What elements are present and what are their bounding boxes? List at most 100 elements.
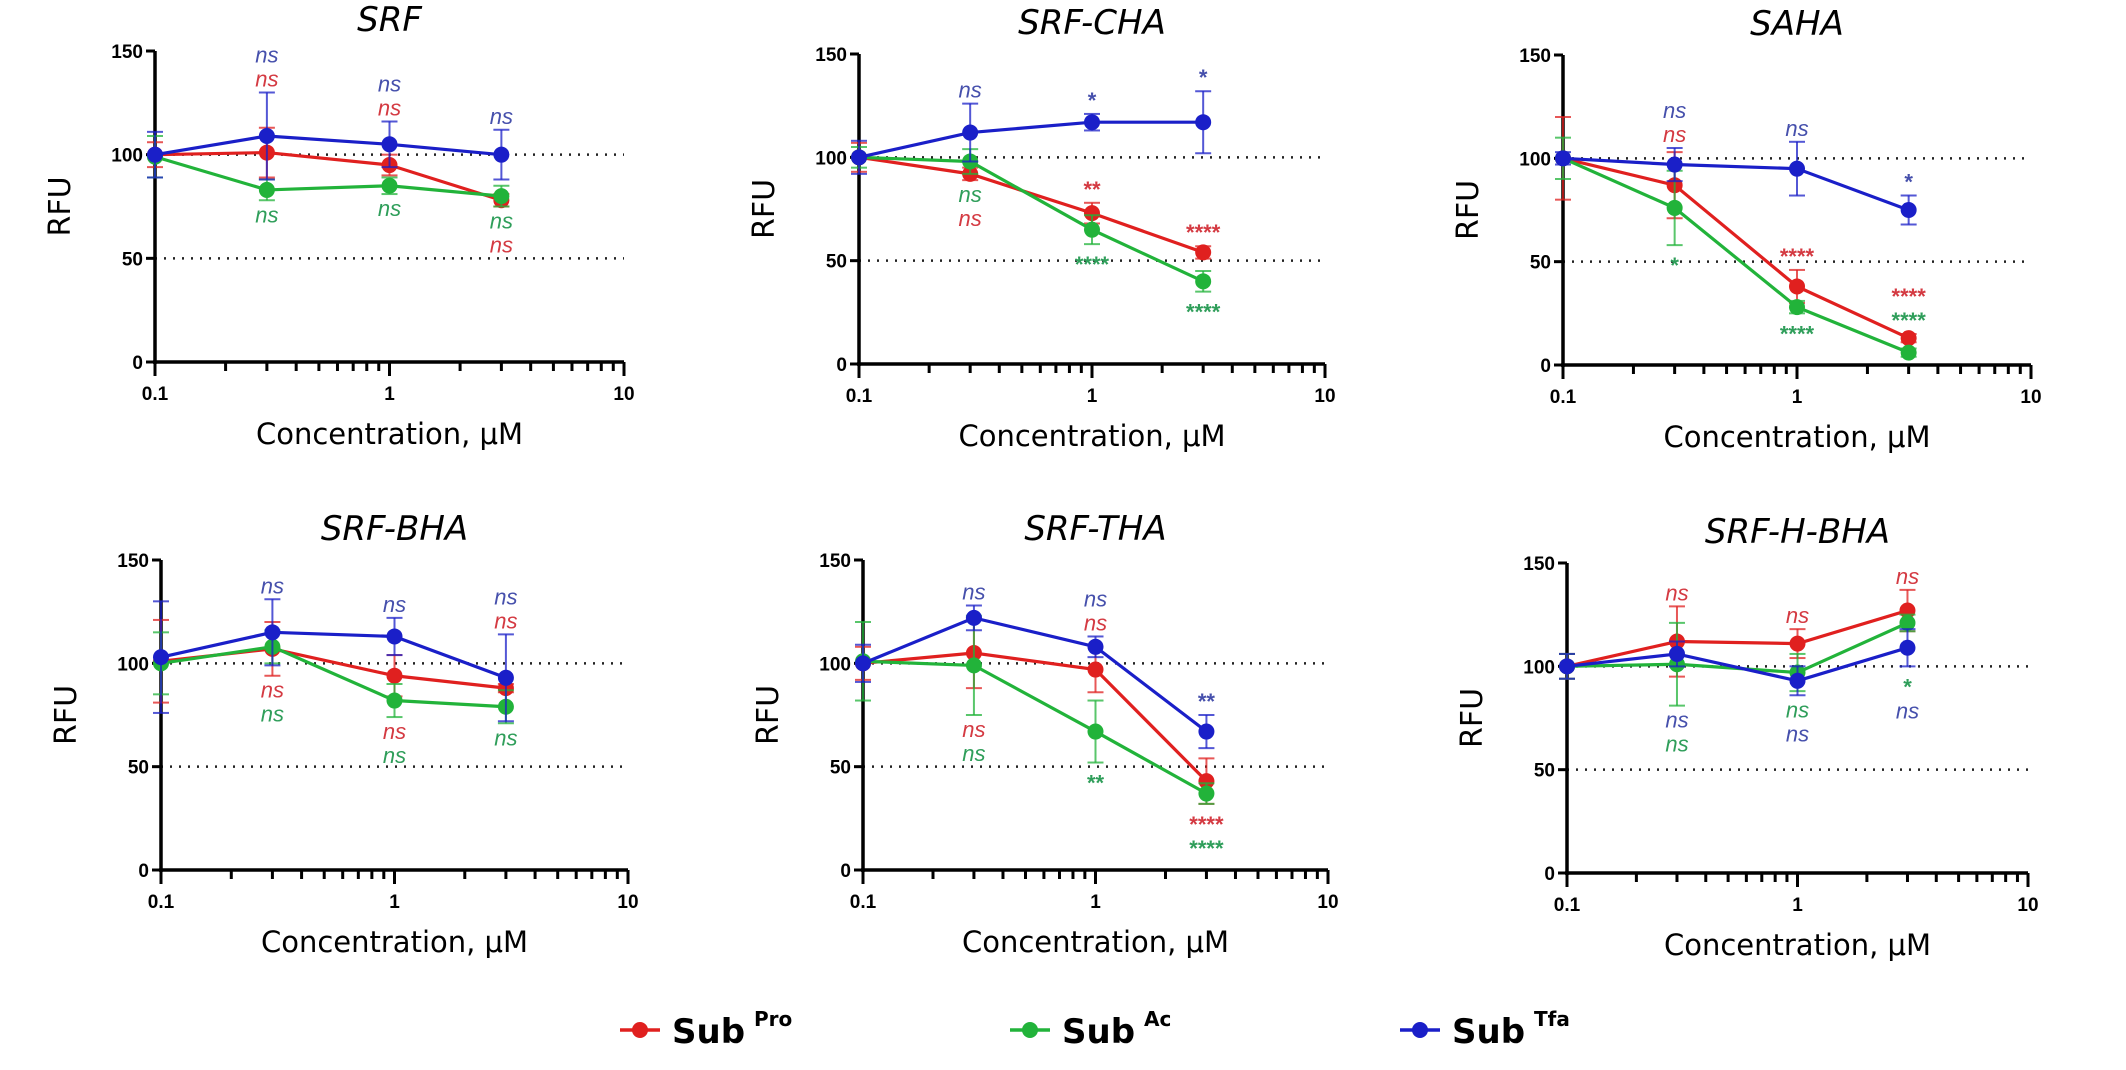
significance-label: ** (1083, 177, 1101, 202)
y-axis-label: RFU (1455, 688, 1490, 748)
data-point (386, 692, 403, 709)
significance-label: **** (1892, 284, 1927, 309)
significance-label: **** (1186, 220, 1221, 245)
data-point (1789, 160, 1805, 177)
significance-label: **** (1189, 836, 1224, 861)
y-tick-label: 0 (1544, 864, 1555, 885)
y-tick-label: 150 (1523, 554, 1555, 575)
significance-label: ns (962, 717, 985, 742)
significance-label: * (1199, 65, 1208, 90)
significance-label: ** (1087, 771, 1105, 796)
x-axis-label: Concentration, μM (962, 925, 1229, 959)
significance-label: ns (255, 42, 278, 67)
y-tick-label: 150 (111, 42, 143, 63)
x-tick-label: 10 (2020, 387, 2041, 408)
x-tick-label: 10 (1317, 892, 1338, 913)
data-point (965, 609, 982, 626)
x-tick-label: 0.1 (850, 892, 877, 913)
chart-title: SRF-H-BHA (1705, 512, 1890, 552)
x-tick-label: 10 (2017, 895, 2038, 916)
series-line (1566, 609, 1908, 668)
data-point (1668, 645, 1685, 662)
significance-label: ns (959, 78, 982, 103)
significance-label: ns (959, 206, 982, 231)
chart-panel-saha: SAHA 0 50 100 150 0.1 1 10 Concentration, μM RFU n… (1451, 4, 2042, 454)
y-tick-label: 50 (830, 758, 851, 779)
y-tick-label: 50 (128, 758, 149, 779)
data-point (1900, 344, 1917, 361)
data-point (264, 624, 281, 641)
significance-label: * (1088, 88, 1097, 113)
data-point (1900, 202, 1917, 218)
y-axis-label: RFU (747, 179, 782, 239)
data-point (1666, 156, 1683, 173)
significance-label: ns (261, 678, 284, 703)
x-tick-label: 1 (1792, 387, 1803, 408)
y-tick-label: 0 (132, 353, 143, 374)
significance-label: ns (1786, 603, 1809, 628)
chart-panel-srf-cha: SRF-CHA 0 50 100 150 0.1 1 10 Concentration, μM R… (747, 3, 1336, 453)
significance-label: **** (1892, 308, 1927, 333)
legend-marker-icon (632, 1022, 648, 1038)
significance-label: ns (383, 719, 406, 744)
y-tick-label: 100 (815, 148, 847, 169)
data-point (1899, 639, 1916, 656)
significance-label: * (1904, 170, 1913, 195)
x-tick-label: 1 (389, 892, 400, 913)
significance-label: ns (1896, 698, 1919, 723)
significance-label: ns (490, 233, 513, 258)
chart-panel-srf-tha: SRF-THA 0 50 100 150 0.1 1 10 Concentration, μM R… (751, 509, 1339, 959)
data-point (851, 149, 867, 166)
data-point (1084, 205, 1100, 222)
significance-label: ns (255, 66, 278, 91)
significance-label: **** (1189, 812, 1224, 837)
data-point (1559, 658, 1575, 675)
data-point (1899, 614, 1916, 631)
data-point (1555, 150, 1571, 167)
chart-panel-srf: SRF 0 50 100 150 0.1 1 10 Concentration, μM RFU ns… (43, 0, 635, 451)
y-tick-label: 150 (117, 551, 149, 572)
series-line (1566, 646, 1908, 683)
y-tick-label: 100 (1519, 149, 1551, 170)
x-tick-label: 0.1 (142, 384, 169, 405)
data-point (1198, 785, 1215, 802)
legend-marker-icon (1412, 1022, 1428, 1038)
data-point (965, 657, 982, 674)
data-point (147, 146, 163, 163)
data-point (1195, 273, 1212, 290)
data-point (258, 181, 275, 198)
significance-label: ns (255, 202, 278, 227)
x-tick-label: 10 (613, 384, 634, 405)
y-tick-label: 150 (815, 45, 847, 66)
significance-label: ns (383, 743, 406, 768)
chart-title: SRF-CHA (1018, 3, 1166, 43)
chart-title: SAHA (1750, 4, 1844, 44)
data-point (386, 667, 403, 684)
legend-label: Sub (1062, 1012, 1135, 1052)
data-point (386, 628, 403, 645)
data-point (1666, 199, 1683, 216)
x-tick-label: 0.1 (148, 892, 175, 913)
data-point (1198, 723, 1215, 740)
x-tick-label: 0.1 (1554, 895, 1581, 916)
significance-label: ns (962, 741, 985, 766)
data-point (258, 128, 275, 145)
series-line (1562, 156, 1910, 340)
significance-label: ns (494, 608, 517, 633)
significance-label: ** (1198, 689, 1216, 714)
series-line (858, 155, 1204, 283)
x-axis-label: Concentration, μM (261, 925, 528, 959)
significance-label: ns (1084, 610, 1107, 635)
significance-label: * (1903, 674, 1912, 699)
data-point (1087, 661, 1104, 678)
series-line (858, 155, 1204, 254)
significance-label: ns (261, 702, 284, 727)
legend-label: Sub (1452, 1012, 1525, 1052)
series-line (160, 645, 506, 709)
significance-label: ns (1665, 708, 1688, 733)
legend-label-superscript: Pro (754, 1007, 792, 1031)
data-point (153, 649, 169, 666)
series-line (862, 616, 1208, 733)
significance-label: ns (1663, 98, 1686, 123)
y-tick-label: 0 (836, 355, 847, 376)
